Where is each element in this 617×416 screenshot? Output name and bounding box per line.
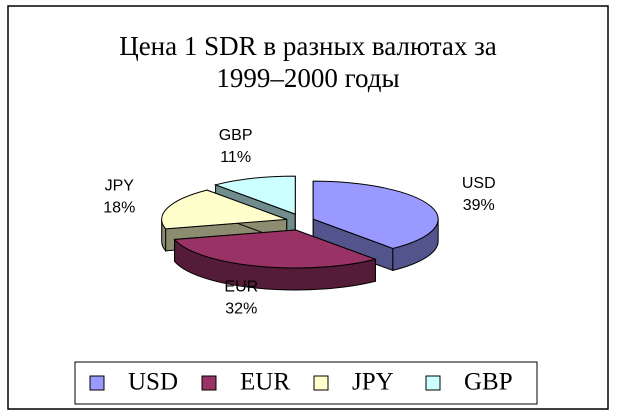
data-label-value: 32%: [225, 300, 257, 317]
legend-box: [74, 361, 538, 405]
data-label-value: 11%: [220, 149, 251, 166]
data-label-category: JPY: [105, 177, 135, 194]
legend-swatch: [201, 375, 217, 391]
data-label-value: 18%: [103, 199, 135, 216]
pie-slice: [312, 180, 439, 249]
data-label-value: 39%: [463, 197, 495, 214]
legend-label: EUR: [240, 369, 290, 396]
chart-border: [7, 5, 609, 410]
pie-slice: [213, 175, 296, 215]
legend-swatch: [313, 375, 329, 391]
pie-slice: [173, 229, 378, 269]
data-label-category: EUR: [224, 278, 258, 295]
data-label-category: GBP: [219, 127, 253, 144]
chart-title: Цена 1 SDR в разных валютах за 1999–2000…: [119, 31, 497, 93]
data-label-category: USD: [462, 175, 496, 192]
legend-label: USD: [128, 369, 178, 396]
legend-label: GBP: [464, 369, 513, 396]
legend-swatch: [425, 375, 441, 391]
legend-label: JPY: [352, 369, 394, 396]
pie-slice: [161, 189, 287, 230]
legend-swatch: [89, 375, 105, 391]
